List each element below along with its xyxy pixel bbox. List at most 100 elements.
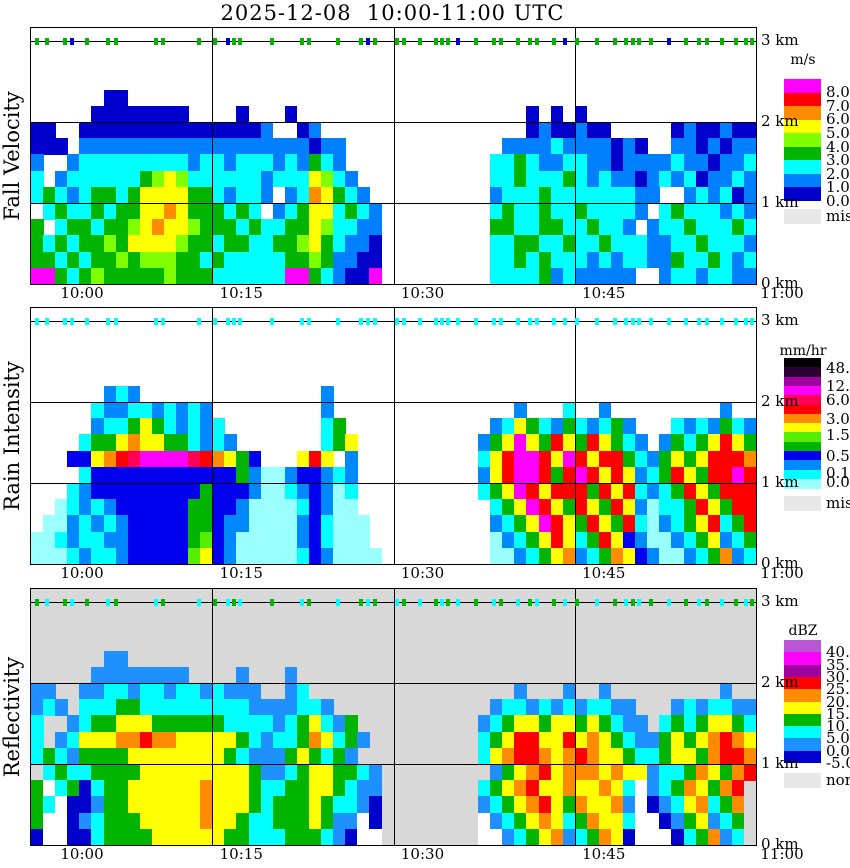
colorbar-fall-velocity: m/s8.07.06.05.04.03.02.01.00.0miss [784,27,850,312]
heatmap-cell [115,122,129,139]
heatmap-cell [91,450,104,468]
heatmap-cell [550,219,564,236]
heatmap-cell [127,170,141,188]
heatmap-cell [43,138,56,155]
heatmap-cell [127,828,141,846]
heatmap-cell [139,450,153,468]
heatmap-cell [321,483,334,500]
heatmap-cell [514,267,527,285]
heatmap-cell [490,235,503,253]
heatmap-cell [91,715,104,733]
heatmap-cell [188,154,201,172]
heatmap-cell [647,780,660,797]
heatmap-cell [260,186,274,204]
heatmap-cell [139,515,153,533]
heatmap-cell [176,780,189,797]
heatmap-cell [731,203,745,220]
heatmap-cell [659,747,672,765]
heatmap-cell [659,812,672,830]
heatmap-cell [719,683,733,700]
heatmap-cell [611,251,624,269]
heatmap-cell [574,219,588,236]
heatmap-cell [151,105,165,123]
heatmap-cell [731,715,745,733]
heatmap-cell [514,812,527,830]
heatmap-cell [115,683,129,700]
heatmap-cell [248,780,262,797]
colorbar-value-label: 0.0 [826,191,850,210]
heatmap-cell [514,683,527,700]
heatmap-cell [139,499,153,516]
heatmap-cell [200,170,213,188]
heatmap-cell [550,251,564,269]
cloud-top-mark [535,318,540,325]
heatmap-cell [260,154,274,172]
heatmap-cell [683,203,697,220]
cloud-top-mark [232,38,236,45]
heatmap-cell [635,235,648,253]
heatmap-cell [260,170,274,188]
heatmap-cell [31,699,44,716]
heatmap-cell [333,828,346,846]
heatmap-cell [635,731,648,749]
cloud-top-mark [697,599,702,606]
heatmap-cell [731,731,745,749]
heatmap-cell [598,812,612,830]
cloud-top-mark [153,599,158,606]
heatmap-cell [296,219,310,236]
cloud-top-mark [373,599,378,606]
heatmap-cell [79,699,92,716]
panel-y-axis-title: Reflectivity [0,656,24,778]
heatmap-cell [490,796,503,814]
heatmap-cell [538,154,552,172]
heatmap-cell [151,515,165,533]
heatmap-cell [127,747,141,765]
cloud-top-mark [623,318,628,325]
heatmap-cell [260,515,274,533]
heatmap-cell [707,812,721,830]
heatmap-cell [357,186,370,204]
heatmap-cell [91,483,104,500]
heatmap-cell [550,715,564,733]
heatmap-cell [562,828,576,846]
heatmap-cell [115,450,129,468]
colorbar-value-label: 3.0 [826,409,850,428]
heatmap-cell [212,515,225,533]
heatmap-cell [67,483,80,500]
heatmap-cell [103,122,117,139]
colorbar-title: m/s [790,52,816,68]
heatmap-cell [200,418,213,435]
heatmap-cell [611,715,624,733]
heatmap-cell [321,715,334,733]
heatmap-cell [91,186,104,204]
heatmap-cell [308,203,322,220]
heatmap-cell [308,731,322,749]
heatmap-cell [308,547,322,565]
heatmap-cell [333,747,346,765]
heatmap-cell [296,203,310,220]
heatmap-cell [79,796,92,814]
heatmap-cell [115,418,129,435]
heatmap-cell [623,764,636,781]
cloud-top-mark [269,318,274,325]
heatmap-cell [490,154,503,172]
heatmap-cell [550,731,564,749]
heatmap-cell [321,154,334,172]
heatmap-cell [31,122,44,139]
cloud-top-mark [439,38,444,45]
cloud-top-mark [106,599,111,606]
heatmap-cell [284,251,298,269]
heatmap-cell [647,828,660,846]
heatmap-cell [272,170,286,188]
heatmap-cell [55,138,68,155]
heatmap-cell [743,170,757,188]
heatmap-cell [127,780,141,797]
heatmap-cell [683,450,697,468]
heatmap-cell [115,138,129,155]
heatmap-cell [538,531,552,549]
heatmap-cell [236,251,249,269]
colorbar-segment [784,92,821,107]
heatmap-cell [635,747,648,765]
heatmap-cell [151,531,165,549]
heatmap-cell [562,780,576,797]
